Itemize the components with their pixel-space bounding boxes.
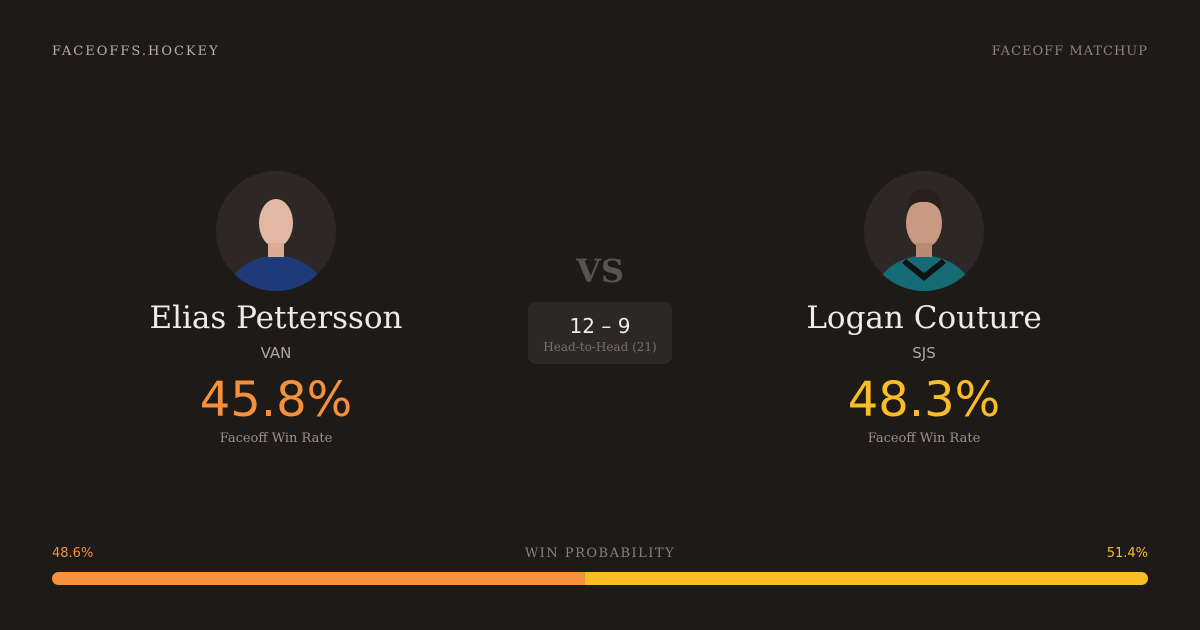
vs: VS [576,252,624,290]
win-rate: 48.3% [847,372,1001,428]
win-rate: 45.8% [199,372,353,428]
win-rate-label: Faceoff Win Rate [219,431,333,446]
player-photo [864,171,984,291]
probability-label: 48.6% [52,546,94,561]
player-photo [216,171,336,291]
team: VAN [260,344,292,362]
player-name: Logan Couture [806,300,1042,336]
brand: FACEOFFS.HOCKEY [52,44,220,59]
record-label: Head-to-Head (21) [543,340,657,354]
team: SJS [912,344,936,362]
probability-segment [52,572,585,585]
probability-title: WIN PROBABILITY [524,546,676,561]
section-title: FACEOFF MATCHUP [991,44,1148,59]
record: 12 – 9 [569,314,631,338]
player-name: Elias Pettersson [149,300,403,336]
probability-label: 51.4% [1106,546,1148,561]
probability-segment [584,572,1148,585]
win-rate-label: Faceoff Win Rate [867,431,981,446]
probability-bar [52,572,1148,585]
record-box: 12 – 9 Head-to-Head (21) [528,302,672,364]
